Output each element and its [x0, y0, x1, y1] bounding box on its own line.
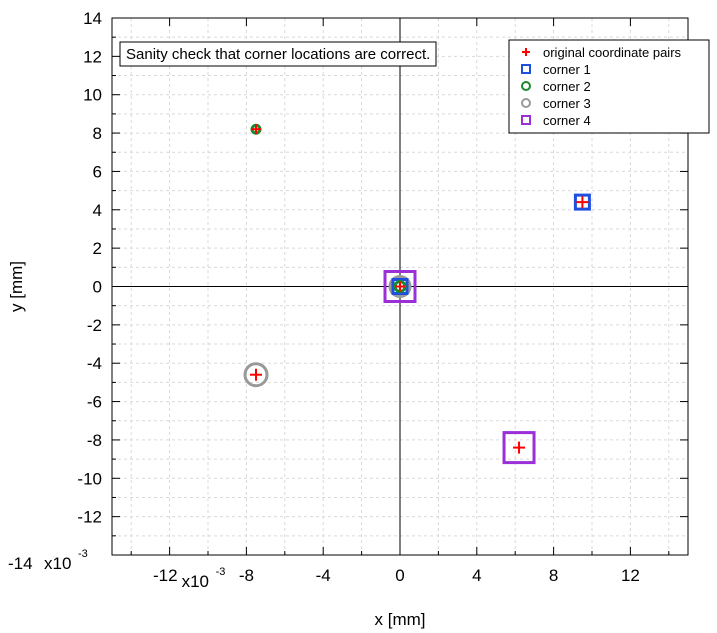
- data-point-corner-3: [388, 275, 412, 298]
- x-tick-label: 8: [549, 566, 558, 585]
- x-tick-label: -8: [239, 566, 254, 585]
- y-tick-label: -8: [87, 431, 102, 450]
- y-tick-label: -6: [87, 393, 102, 412]
- y-tick-label: 12: [83, 47, 102, 66]
- y-tick-label: 8: [93, 124, 102, 143]
- data-point-original-coordinate-pairs: [251, 124, 261, 135]
- y-tick-label: -12: [77, 508, 102, 527]
- x-tick-label: 12: [621, 566, 640, 585]
- data-point-original-coordinate-pairs: [513, 441, 526, 454]
- y-exponent-power: -3: [78, 548, 88, 560]
- legend-label: corner 1: [543, 62, 591, 77]
- data-point-corner-3: [243, 362, 269, 388]
- legend-marker: [521, 115, 531, 125]
- y-tick-label: -10: [77, 469, 102, 488]
- y-tick-label: -4: [87, 354, 102, 373]
- y-tick-label: -2: [87, 316, 102, 335]
- annotation-box: Sanity check that corner locations are c…: [119, 41, 437, 67]
- data-point-original-coordinate-pairs: [250, 368, 262, 381]
- y-tick-label: 0: [93, 278, 102, 297]
- legend-item: corner 1: [521, 62, 591, 77]
- legend: original coordinate pairs corner 1 corner …: [508, 39, 710, 134]
- x-axis-title: x [mm]: [375, 610, 426, 629]
- x-tick-label: -4: [316, 566, 331, 585]
- tick-labels: -12 -10 -8 -6 -4 -2 0 2 4 6 8 10 12 14 -14 -12 -8 -4 0 4 8 12: [8, 9, 640, 585]
- x-exponent-label: x10: [182, 572, 209, 591]
- legend-item: original coordinate pairs: [522, 45, 682, 60]
- legend-marker: [522, 48, 530, 56]
- x-tick-label: 4: [472, 566, 481, 585]
- data-point-original-coordinate-pairs: [576, 196, 589, 209]
- legend-label: original coordinate pairs: [543, 45, 682, 60]
- data-point-original-coordinate-pairs: [395, 281, 405, 292]
- x-tick-label: -12: [153, 566, 178, 585]
- legend-label: corner 3: [543, 96, 591, 111]
- y-tick-label: 6: [93, 162, 102, 181]
- data-point-corner-1: [391, 278, 409, 295]
- y-exponent-label: x10: [44, 554, 71, 573]
- legend-marker: [521, 81, 531, 91]
- legend-marker: [521, 98, 531, 108]
- data-point-corner-1: [573, 193, 591, 211]
- legend-label: corner 4: [543, 113, 591, 128]
- y-tick-label: -14: [8, 554, 33, 573]
- y-axis-title: y [mm]: [7, 261, 26, 312]
- legend-item: corner 2: [521, 79, 591, 94]
- x-exponent-power: -3: [216, 566, 226, 578]
- data-point-corner-4: [383, 270, 417, 303]
- legend-marker: [521, 64, 531, 74]
- annotation-text: Sanity check that corner locations are c…: [126, 46, 430, 63]
- y-tick-label: 2: [93, 239, 102, 258]
- y-tick-label: 4: [93, 201, 102, 220]
- x-tick-label: 0: [395, 566, 404, 585]
- x-axis-exponent: x10 -3: [182, 566, 226, 591]
- y-axis-exponent: x10 -3: [44, 548, 88, 573]
- data-point-corner-4: [502, 431, 536, 465]
- data-markers: [243, 123, 591, 465]
- legend-label: corner 2: [543, 79, 591, 94]
- legend-item: corner 4: [521, 113, 591, 128]
- y-tick-label: 14: [83, 9, 102, 28]
- y-tick-label: 10: [83, 86, 102, 105]
- legend-item: corner 3: [521, 96, 591, 111]
